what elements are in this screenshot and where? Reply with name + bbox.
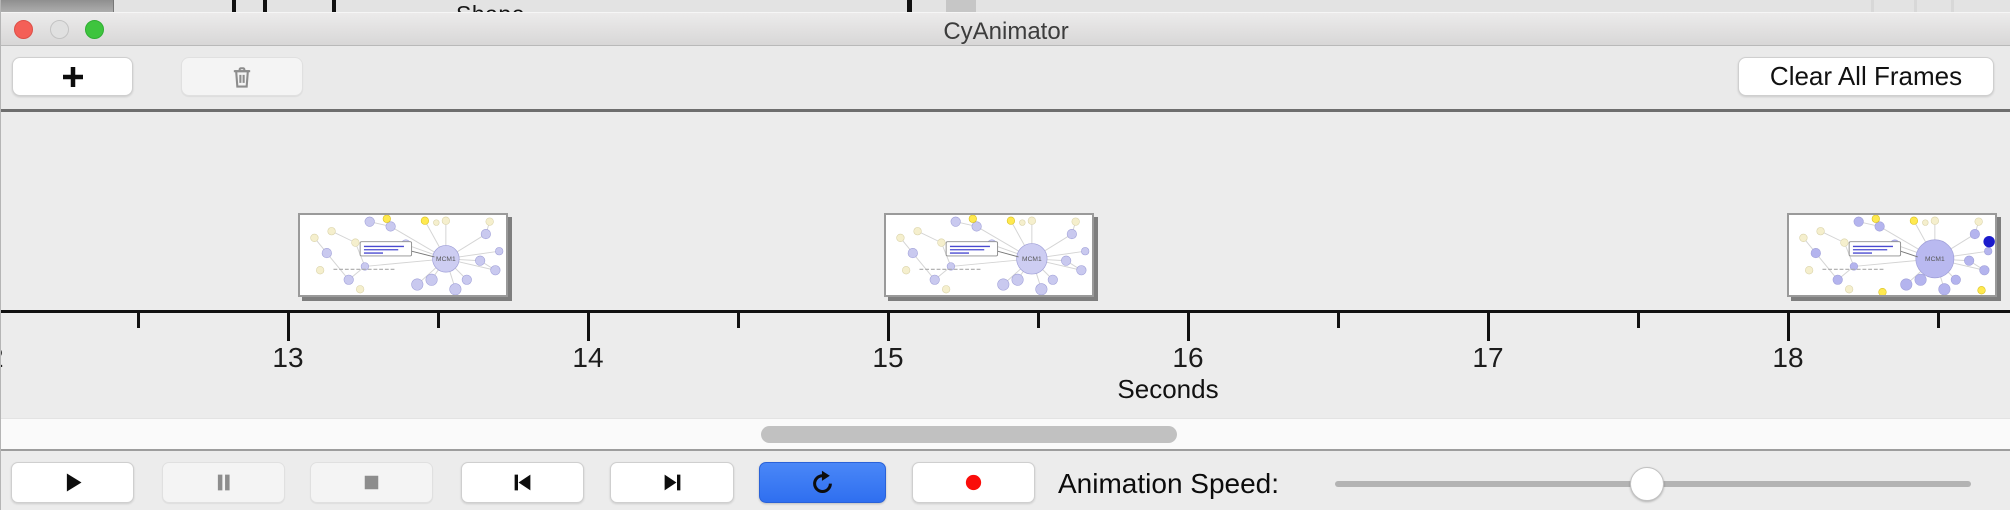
background-window-artifact (907, 0, 912, 12)
axis-minor-tick (1337, 313, 1340, 328)
axis-tick-label: 17 (1472, 342, 1504, 373)
axis-major-tick (887, 313, 890, 341)
stop-icon (364, 475, 379, 490)
add-frame-button[interactable] (12, 57, 133, 96)
network-thumbnail-image: MCM1 (310, 215, 504, 295)
axis-tick-label: 14 (572, 342, 604, 373)
timeline-axis (1, 310, 2010, 313)
background-window-artifact (232, 0, 236, 12)
axis-minor-tick (1037, 313, 1040, 328)
background-window-artifact (1871, 0, 1874, 12)
close-button[interactable] (14, 20, 33, 39)
keyframe-thumbnail[interactable]: MCM1 (298, 213, 508, 297)
background-window-artifact (332, 0, 336, 12)
network-thumbnail-image: MCM1 (896, 215, 1090, 295)
axis-tick-label: 16 (1172, 342, 1204, 373)
axis-major-tick (1187, 313, 1190, 341)
playback-toolbar: Animation Speed: (1, 451, 2010, 510)
timeline-hscrollbar-track[interactable] (1, 418, 2010, 451)
play-button[interactable] (11, 462, 134, 503)
background-window-artifact (1, 0, 114, 12)
axis-tick-label: 18 (1772, 342, 1804, 373)
background-window-label: Shape (456, 1, 525, 12)
background-window-artifact (1914, 0, 1917, 12)
axis-minor-tick (737, 313, 740, 328)
pause-icon (217, 474, 230, 491)
axis-tick-label: 13 (272, 342, 304, 373)
background-window-artifact (946, 0, 976, 12)
keyframe-thumbnail[interactable]: MCM1 (1787, 213, 1997, 297)
record-button[interactable] (912, 462, 1035, 503)
record-icon (965, 474, 982, 491)
axis-unit-label: Seconds (1117, 374, 1219, 404)
window-title: CyAnimator (943, 18, 1069, 45)
timeline-panel[interactable]: Seconds 12 13 14 15 16 17 18 MCM1 MCM1 MCM1 (1, 112, 2010, 418)
keyframe-thumbnail[interactable]: MCM1 (884, 213, 1094, 297)
axis-tick-label: 12 (1, 342, 33, 374)
svg-text:MCM1: MCM1 (1022, 256, 1042, 263)
zoom-button[interactable] (85, 20, 104, 39)
loop-button[interactable] (759, 462, 886, 503)
axis-major-tick (1487, 313, 1490, 341)
title-bar: CyAnimator (1, 12, 2010, 46)
svg-text:MCM1: MCM1 (1925, 256, 1945, 263)
axis-minor-tick (437, 313, 440, 328)
skip-to-end-button[interactable] (610, 462, 734, 503)
trash-icon (233, 66, 251, 88)
minimize-button[interactable] (50, 20, 69, 39)
svg-text:MCM1: MCM1 (436, 256, 456, 263)
axis-major-tick (587, 313, 590, 341)
stop-button[interactable] (310, 462, 433, 503)
animation-speed-label: Animation Speed: (1058, 468, 1280, 499)
network-thumbnail-image: MCM1 (1799, 215, 1995, 295)
axis-major-tick (1787, 313, 1790, 341)
skip-to-start-button[interactable] (461, 462, 584, 503)
plus-icon (62, 66, 83, 87)
frame-toolbar: Clear All Frames (1, 46, 2010, 109)
axis-minor-tick (137, 313, 140, 328)
background-window-artifact (1951, 0, 1954, 12)
delete-frame-button[interactable] (181, 57, 303, 96)
axis-minor-tick (1937, 313, 1940, 328)
loop-icon (813, 470, 832, 493)
animation-speed-slider-thumb[interactable] (1629, 467, 1664, 501)
skip-to-end-icon (664, 474, 680, 491)
axis-tick-label: 15 (872, 342, 904, 373)
pause-button[interactable] (162, 462, 285, 503)
timeline-hscrollbar-thumb[interactable] (761, 426, 1177, 443)
clear-all-frames-button[interactable]: Clear All Frames (1738, 57, 1994, 96)
axis-major-tick (287, 313, 290, 341)
skip-to-start-icon (514, 474, 531, 491)
background-window-strip: Shape (1, 0, 2010, 12)
background-window-artifact (263, 0, 267, 12)
axis-minor-tick (1637, 313, 1640, 328)
timeline-top-border (1, 109, 2010, 112)
play-icon (66, 473, 82, 492)
clear-all-frames-label: Clear All Frames (1769, 61, 1963, 91)
